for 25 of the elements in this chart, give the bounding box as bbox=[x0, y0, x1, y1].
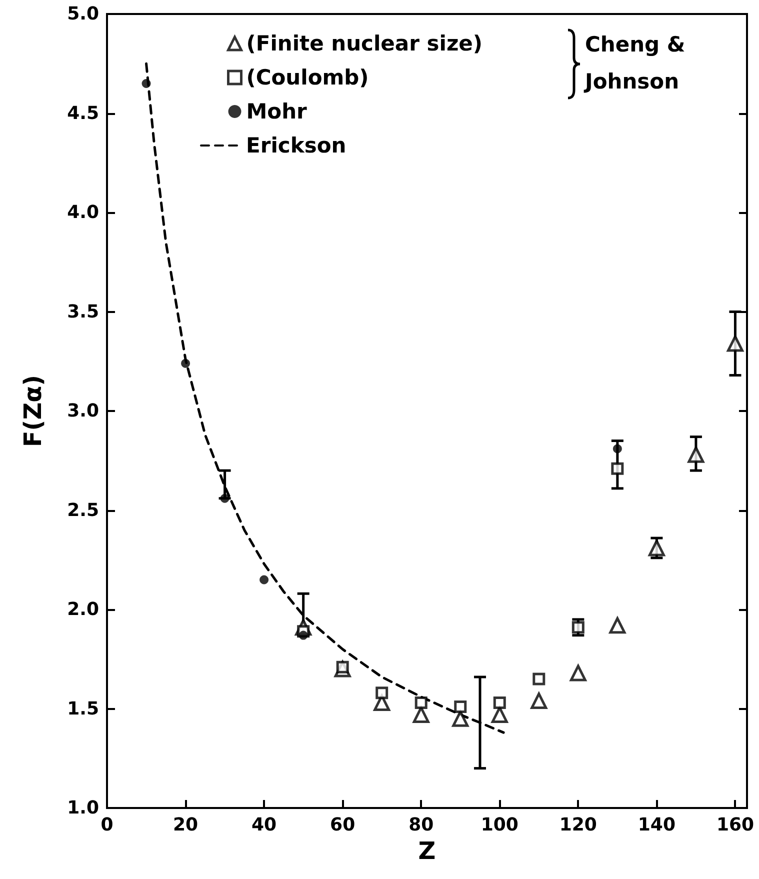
x-tick-label: 60 bbox=[330, 814, 356, 836]
y-tick-label: 5.0 bbox=[67, 4, 99, 24]
y-axis-title: F(Zα) bbox=[19, 374, 47, 448]
x-tick-label: 20 bbox=[172, 814, 198, 836]
x-tick-label: 100 bbox=[480, 814, 518, 836]
y-tick-label: 2.0 bbox=[67, 599, 99, 620]
x-tick-label: 0 bbox=[100, 814, 114, 836]
legend-label: (Finite nuclear size) bbox=[246, 32, 483, 56]
x-tick-label: 160 bbox=[716, 814, 754, 836]
y-tick-label: 4.5 bbox=[67, 102, 99, 124]
legend-title: Cheng & Johnson bbox=[583, 32, 693, 94]
y-tick-label: 3.0 bbox=[67, 400, 99, 422]
x-tick-label: 80 bbox=[408, 814, 434, 836]
legend-label: (Coulomb) bbox=[246, 66, 369, 90]
legend-label: Mohr bbox=[246, 100, 308, 124]
y-tick-label: 3.5 bbox=[67, 301, 99, 322]
y-tick-label: 1.0 bbox=[67, 798, 99, 818]
x-tick-label: 140 bbox=[638, 814, 676, 836]
legend-label: Erickson bbox=[246, 134, 346, 158]
x-axis-title: Z bbox=[418, 836, 436, 865]
y-tick-label: 4.0 bbox=[67, 202, 99, 223]
x-tick-label: 40 bbox=[252, 814, 277, 836]
y-tick-label: 2.5 bbox=[67, 500, 99, 521]
y-tick-label: 1.5 bbox=[67, 698, 99, 720]
x-tick-label: 120 bbox=[559, 814, 597, 836]
